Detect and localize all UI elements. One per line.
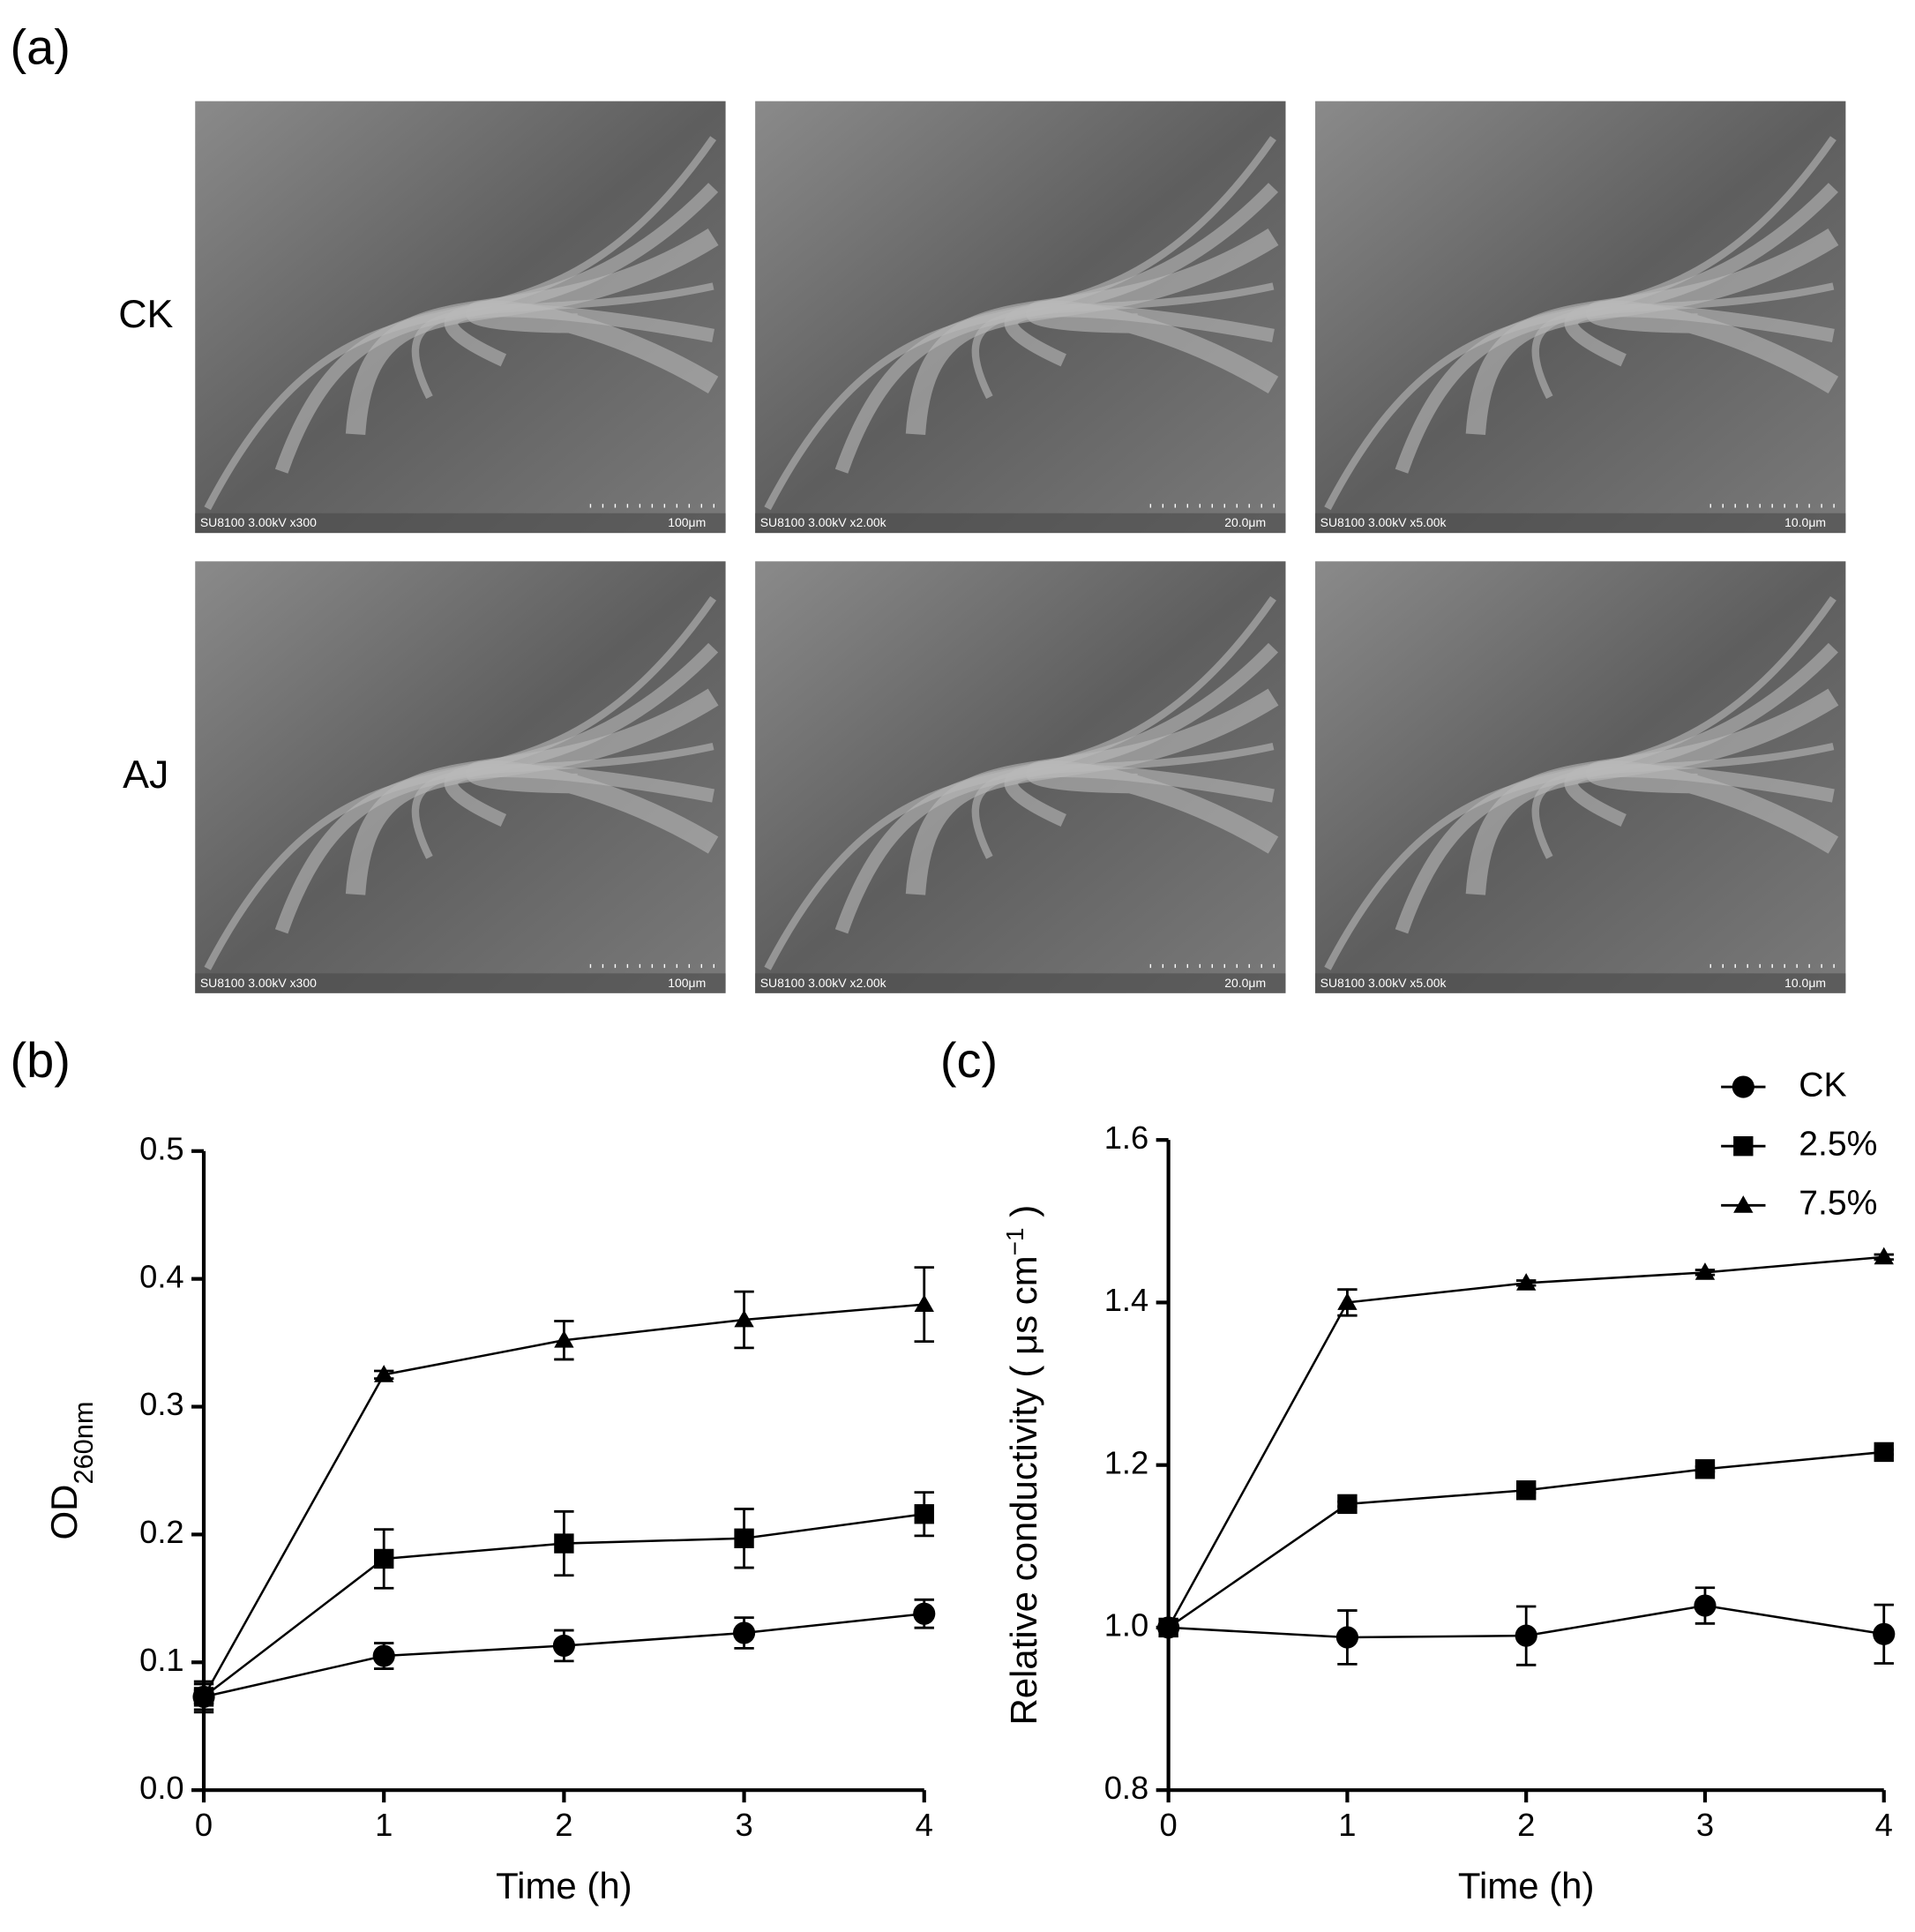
marker <box>1516 1480 1537 1501</box>
y-axis-label-part: 260nm <box>67 1402 98 1485</box>
y-tick-label: 0.4 <box>139 1258 184 1294</box>
marker <box>193 1687 214 1704</box>
y-tick-label: 0.1 <box>139 1642 184 1678</box>
marker <box>734 1309 754 1328</box>
x-tick-label: 2 <box>1517 1807 1535 1843</box>
y-tick-label: 1.0 <box>1104 1607 1149 1644</box>
legend-marker <box>1733 1135 1754 1157</box>
marker <box>552 1634 575 1658</box>
y-axis-label: Relative conductivity ( μs cm−1 ) <box>1001 1205 1045 1726</box>
info-bar <box>195 513 726 534</box>
marker <box>554 1533 574 1554</box>
row-label: AJ <box>123 753 168 797</box>
y-tick-label: 0.3 <box>139 1386 184 1422</box>
sem-caption: SU8100 3.00kV x5.00k <box>1320 515 1447 529</box>
y-axis-label-part: Relative conductivity ( μs cm <box>1003 1255 1044 1725</box>
hypha <box>466 760 719 854</box>
series-line <box>1167 1450 1884 1629</box>
info-bar <box>1315 513 1846 534</box>
sem-caption: SU8100 3.00kV x2.00k <box>760 515 886 529</box>
x-axis-label: Time (h) <box>1458 1865 1595 1906</box>
sem-caption: SU8100 3.00kV x2.00k <box>760 976 886 990</box>
marker <box>372 1644 395 1667</box>
panel-label: (c) <box>940 1032 998 1088</box>
x-tick-label: 3 <box>1696 1807 1714 1843</box>
panel-label: (b) <box>10 1032 70 1088</box>
marker <box>1337 1494 1358 1515</box>
marker <box>913 1602 936 1625</box>
marker <box>1516 1273 1537 1291</box>
marker <box>1337 1292 1358 1310</box>
legend-marker <box>1732 1075 1754 1098</box>
sem-scale: 10.0μm <box>1784 976 1826 990</box>
marker <box>1515 1624 1537 1647</box>
y-tick-label: 1.4 <box>1104 1282 1149 1318</box>
info-bar <box>755 973 1286 993</box>
x-tick-label: 0 <box>195 1807 213 1843</box>
sem-caption: SU8100 3.00kV x300 <box>200 515 317 529</box>
marker <box>732 1621 756 1644</box>
info-bar <box>195 973 726 993</box>
hypha <box>1585 760 1839 854</box>
info-bar <box>755 513 1286 534</box>
y-tick-label: 1.6 <box>1104 1120 1149 1156</box>
marker <box>1694 1594 1717 1617</box>
marker <box>1158 1617 1178 1636</box>
hypha <box>1025 300 1279 393</box>
marker <box>1874 1247 1894 1265</box>
x-tick-label: 4 <box>1875 1807 1893 1843</box>
x-tick-label: 3 <box>735 1807 752 1843</box>
sem-scale: 10.0μm <box>1784 515 1826 529</box>
y-tick-label: 0.8 <box>1104 1770 1149 1806</box>
legend-label: 2.5% <box>1799 1126 1877 1164</box>
legend-marker <box>1733 1195 1754 1213</box>
y-axis-label: OD260nm <box>43 1402 98 1540</box>
y-tick-label: 1.2 <box>1104 1444 1149 1480</box>
legend-label: 7.5% <box>1799 1185 1877 1223</box>
hypha <box>466 300 719 393</box>
marker <box>914 1504 934 1524</box>
marker <box>1873 1622 1896 1645</box>
x-tick-label: 4 <box>916 1807 933 1843</box>
y-axis-label-part: OD <box>43 1485 85 1540</box>
marker <box>1694 1459 1716 1479</box>
sem-scale: 100μm <box>668 515 706 529</box>
marker <box>374 1548 394 1569</box>
marker <box>554 1330 574 1348</box>
sem-caption: SU8100 3.00kV x300 <box>200 976 317 990</box>
x-tick-label: 2 <box>555 1807 572 1843</box>
x-tick-label: 0 <box>1160 1807 1178 1843</box>
x-tick-label: 1 <box>1338 1807 1356 1843</box>
marker <box>1335 1626 1359 1649</box>
x-axis-label: Time (h) <box>496 1865 632 1906</box>
marker <box>1874 1442 1894 1463</box>
sem-caption: SU8100 3.00kV x5.00k <box>1320 976 1447 990</box>
marker <box>1694 1262 1716 1280</box>
hypha <box>1025 760 1279 854</box>
y-tick-label: 0.5 <box>139 1130 184 1166</box>
hypha <box>1585 300 1839 393</box>
y-axis-label-part: ) <box>1003 1205 1044 1228</box>
sem-scale: 20.0μm <box>1224 976 1266 990</box>
marker <box>374 1365 394 1382</box>
panel-label: (a) <box>10 19 70 75</box>
row-label: CK <box>118 292 173 336</box>
y-axis-label-part: −1 <box>1001 1227 1029 1255</box>
y-tick-label: 0.0 <box>139 1770 184 1806</box>
info-bar <box>1315 973 1846 993</box>
x-tick-label: 1 <box>375 1807 393 1843</box>
marker <box>734 1528 754 1548</box>
series-line <box>1167 1255 1884 1629</box>
sem-scale: 20.0μm <box>1224 515 1266 529</box>
legend-label: CK <box>1799 1066 1846 1104</box>
sem-scale: 100μm <box>668 976 706 990</box>
marker <box>914 1294 934 1313</box>
y-tick-label: 0.2 <box>139 1514 184 1550</box>
